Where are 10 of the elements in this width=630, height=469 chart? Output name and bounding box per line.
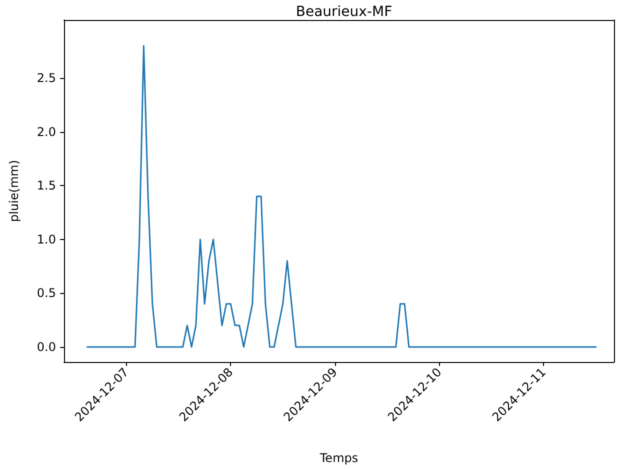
y-tick-label: 2.5	[36, 71, 56, 86]
y-tick-label: 0.0	[36, 340, 56, 354]
y-tick-label: 2.0	[36, 124, 56, 139]
y-tick-label: 0.5	[36, 286, 56, 300]
y-tick-label: 1.5	[36, 178, 56, 193]
x-axis-title: Temps	[318, 451, 358, 465]
y-axis-title: pluie(mm)	[7, 160, 21, 222]
line-series	[86, 45, 597, 348]
chart-title: Beaurieux-MF	[296, 4, 392, 20]
y-tick-label: 1.0	[36, 232, 56, 246]
